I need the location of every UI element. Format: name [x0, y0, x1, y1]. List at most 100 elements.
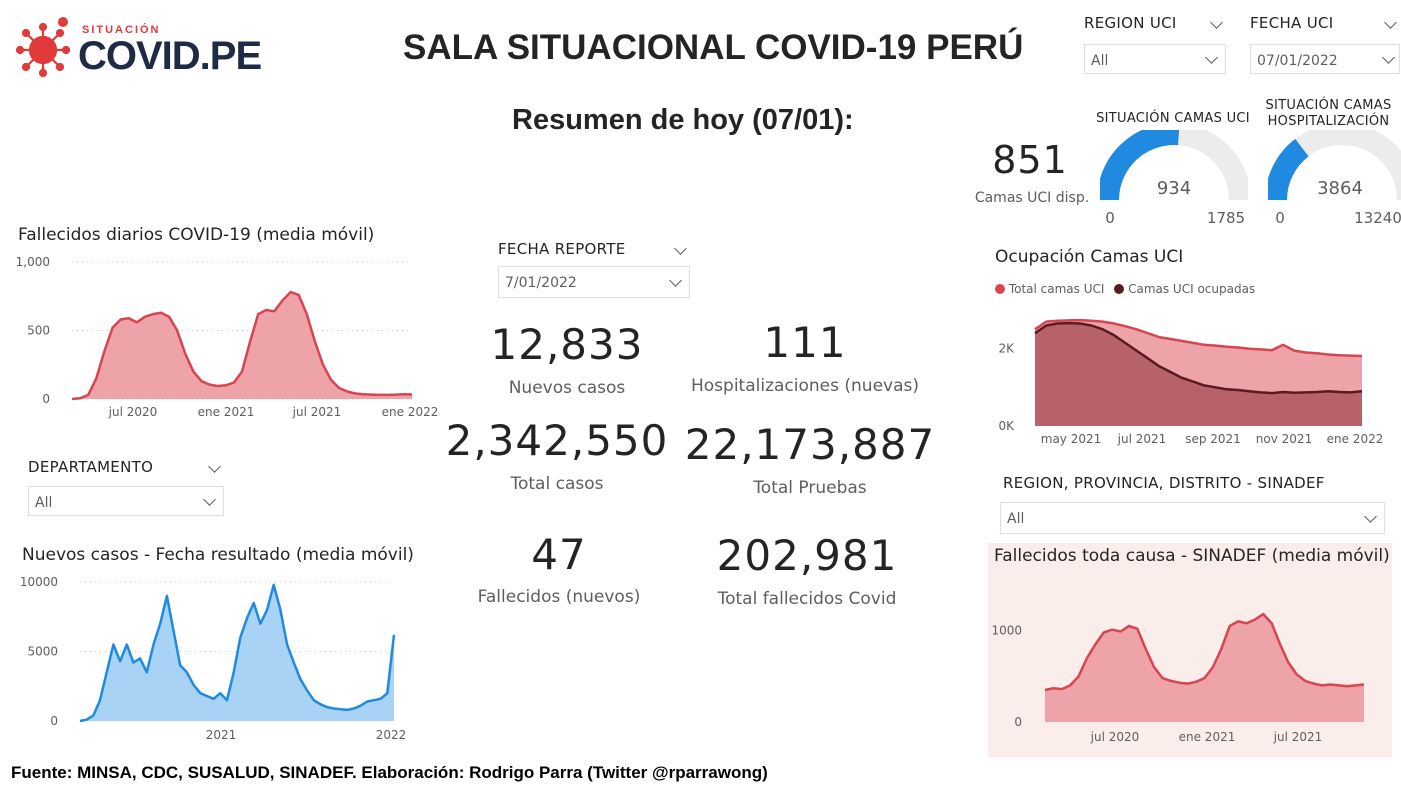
- x-tick-label: may 2021: [1041, 432, 1102, 446]
- y-tick-label: 500: [27, 324, 50, 338]
- x-tick-label: 2022: [376, 728, 407, 742]
- logo-small-text: SITUACIÓN: [82, 24, 161, 36]
- slicer-fecha-reporte-value: 7/01/2022: [505, 275, 577, 291]
- kpi-nuevos-casos-label: Nuevos casos: [508, 378, 626, 398]
- x-tick-label: ene 2022: [1327, 432, 1384, 446]
- gauge-hosp: 3864 0 13240: [1268, 130, 1401, 227]
- x-tick-label: ene 2021: [1179, 730, 1236, 744]
- chevron-down-icon: [669, 274, 682, 287]
- virus-icon: [15, 17, 71, 78]
- slicer-fecha-reporte-dropdown[interactable]: 7/01/2022: [498, 266, 690, 298]
- chart-fallecidos-title: Fallecidos diarios COVID-19 (media móvil…: [18, 225, 375, 245]
- kpi-total-fallecidos-label: Total fallecidos Covid: [717, 589, 897, 609]
- x-tick-label: ene 2022: [382, 405, 439, 419]
- x-tick-label: sep 2021: [1185, 432, 1241, 446]
- slicer-region-uci-value: All: [1091, 53, 1109, 69]
- slicer-departamento-value: All: [35, 495, 53, 511]
- series-line: [1044, 612, 1365, 692]
- slicer-region-uci-dropdown[interactable]: All: [1084, 44, 1226, 74]
- uci-available-label: Camas UCI disp.: [974, 190, 1090, 206]
- x-tick-label: jul 2020: [108, 405, 158, 419]
- chevron-down-icon: [1364, 510, 1377, 523]
- gauge-uci-title: SITUACIÓN CAMAS UCI: [1096, 111, 1250, 126]
- chart-ocupacion-title: Ocupación Camas UCI: [995, 247, 1184, 267]
- kpi-fallecidos-value: 47: [531, 530, 587, 579]
- series-line: [1034, 318, 1363, 358]
- slicer-fecha-reporte[interactable]: FECHA REPORTE 7/01/2022: [498, 240, 690, 298]
- kpi-total-pruebas-label: Total Pruebas: [753, 478, 867, 498]
- kpi-hospitalizaciones-label: Hospitalizaciones (nuevas): [691, 376, 919, 396]
- slicer-region-uci[interactable]: REGION UCI All: [1084, 14, 1226, 74]
- chart-casos-title: Nuevos casos - Fecha resultado (media mó…: [22, 545, 414, 565]
- y-tick-label: 10000: [20, 575, 58, 589]
- legend-dot-total: [995, 284, 1005, 294]
- series-area: [1035, 323, 1362, 426]
- slicer-departamento[interactable]: DEPARTAMENTO All: [28, 458, 224, 516]
- footer-source: Fuente: MINSA, CDC, SUSALUD, SINADEF. El…: [11, 763, 768, 782]
- chevron-down-icon: [203, 493, 216, 506]
- slicer-fecha-reporte-label: FECHA REPORTE: [498, 240, 626, 258]
- series-line: [71, 290, 413, 401]
- legend-label-total: Total camas UCI: [1008, 282, 1105, 296]
- x-tick-label: 2021: [206, 728, 237, 742]
- gauge-hosp-min: 0: [1275, 209, 1285, 227]
- gauge-uci-value: 934: [1157, 178, 1191, 199]
- slicer-region-sinadef-value: All: [1007, 511, 1025, 527]
- chevron-down-icon: [1205, 51, 1218, 64]
- gauge-uci: 934 0 1785: [1100, 130, 1248, 227]
- slicer-region-sinadef-dropdown[interactable]: All: [1000, 502, 1385, 534]
- x-tick-label: ene 2021: [198, 405, 255, 419]
- gauge-uci-fill: [1100, 130, 1180, 201]
- y-tick-label: 0: [1014, 715, 1022, 729]
- logo: SITUACIÓN COVID.PE: [14, 12, 262, 82]
- series-area: [1045, 614, 1364, 722]
- kpi-fallecidos-label: Fallecidos (nuevos): [477, 587, 641, 607]
- page-subtitle: Resumen de hoy (07/01):: [512, 104, 854, 136]
- series-line: [1034, 321, 1363, 395]
- gauge-uci-min: 0: [1105, 209, 1115, 227]
- series-area: [80, 584, 394, 721]
- x-tick-label: jul 2021: [1117, 432, 1167, 446]
- slicer-region-sinadef-label: REGION, PROVINCIA, DISTRITO - SINADEF: [1003, 474, 1325, 492]
- y-tick-label: 0: [42, 392, 50, 406]
- chart-ocupacion[interactable]: 2K 0K may 2021 jul 2021 sep 2021 nov 2021 ene …: [990, 300, 1390, 452]
- kpi-total-casos-value: 2,342,550: [445, 416, 669, 465]
- y-tick-label: 2K: [998, 342, 1015, 356]
- y-tick-label: 0: [50, 714, 58, 728]
- chevron-down-icon: [1382, 51, 1395, 64]
- kpi-nuevos-casos-value: 12,833: [490, 320, 644, 369]
- kpi-total-pruebas-value: 22,173,887: [684, 420, 936, 469]
- chart-ocupacion-legend: Total camas UCI Camas UCI ocupadas: [995, 282, 1255, 296]
- gauge-uci-max: 1785: [1207, 209, 1245, 227]
- gauge-hosp-title-1: SITUACIÓN CAMAS: [1265, 98, 1392, 113]
- page-title: SALA SITUACIONAL COVID-19 PERÚ: [403, 28, 1024, 67]
- y-tick-label: 0K: [998, 419, 1015, 433]
- slicer-fecha-uci-label: FECHA UCI: [1250, 14, 1334, 32]
- legend-label-ocupadas: Camas UCI ocupadas: [1128, 282, 1256, 296]
- slicer-fecha-uci[interactable]: FECHA UCI 07/01/2022: [1250, 14, 1400, 74]
- logo-big-text: COVID.PE: [78, 34, 262, 78]
- chart-sinadef[interactable]: 1000 0 jul 2020 ene 2021 jul 2021: [988, 574, 1392, 754]
- y-tick-label: 1000: [991, 624, 1022, 638]
- gauge-hosp-title-2: HOSPITALIZACIÓN: [1267, 114, 1390, 129]
- y-tick-label: 1,000: [16, 255, 50, 269]
- slicer-region-uci-label: REGION UCI: [1084, 14, 1177, 32]
- gauge-hosp-max: 13240: [1354, 209, 1401, 227]
- slicer-fecha-uci-value: 07/01/2022: [1257, 53, 1338, 69]
- chart-fallecidos[interactable]: 1,000 500 0 jul 2020 ene 2021 jul 2021 ene 202…: [10, 250, 440, 422]
- x-tick-label: jul 2021: [1273, 730, 1323, 744]
- slicer-departamento-dropdown[interactable]: All: [28, 486, 224, 516]
- kpi-hospitalizaciones-value: 111: [763, 318, 847, 367]
- slicer-departamento-label: DEPARTAMENTO: [28, 458, 154, 476]
- slicer-region-sinadef[interactable]: REGION, PROVINCIA, DISTRITO - SINADEF Al…: [1000, 474, 1385, 534]
- slicer-fecha-uci-dropdown[interactable]: 07/01/2022: [1250, 44, 1400, 74]
- uci-available-value: 851: [992, 138, 1068, 182]
- x-tick-label: jul 2020: [1090, 730, 1140, 744]
- x-tick-label: nov 2021: [1256, 432, 1312, 446]
- kpi-total-casos-label: Total casos: [510, 474, 604, 494]
- gauge-hosp-fill: [1268, 138, 1309, 201]
- kpi-total-fallecidos-value: 202,981: [716, 531, 898, 580]
- series-area: [72, 292, 412, 399]
- legend-dot-ocupadas: [1114, 284, 1125, 294]
- chart-casos[interactable]: 10000 5000 0 2021 2022: [10, 570, 440, 746]
